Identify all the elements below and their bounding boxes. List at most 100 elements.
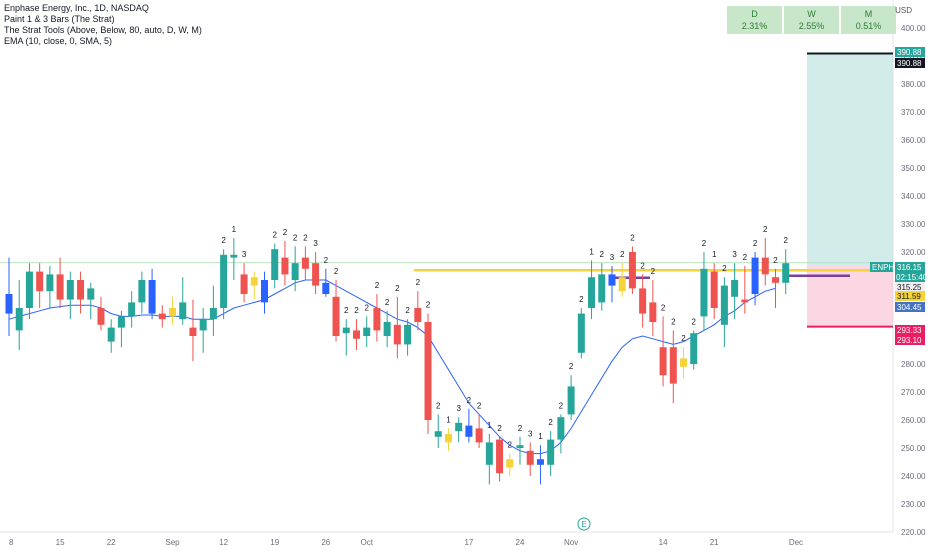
candle <box>720 277 728 348</box>
candle-body <box>107 327 115 342</box>
candle-body <box>475 428 483 443</box>
price-tag-bg <box>895 58 925 68</box>
candle-body <box>598 274 606 303</box>
candle-body <box>36 271 44 292</box>
candle <box>107 319 115 353</box>
candle-body <box>25 271 33 308</box>
x-tick-label: Nov <box>564 538 578 547</box>
price-tag-bg <box>895 282 925 292</box>
y-tick-label: 230.00 <box>901 500 926 509</box>
strat-label: 2 <box>630 233 635 242</box>
candle-body <box>179 302 187 320</box>
strat-label: 2 <box>354 306 359 315</box>
candle <box>731 263 739 320</box>
price-tag-text: 304.45 <box>897 303 922 312</box>
price-tag-bg <box>895 262 925 272</box>
candle-body <box>669 347 677 384</box>
strat-label: 2 <box>518 424 523 433</box>
candle <box>598 263 606 311</box>
price-tag-text: 311.59 <box>897 292 921 301</box>
strat-label: 1 <box>538 432 543 441</box>
candle-body <box>659 347 667 376</box>
candle <box>690 330 698 370</box>
candle-body <box>465 425 473 437</box>
candle-body <box>608 274 616 286</box>
candle-body <box>393 324 401 345</box>
candle <box>271 243 279 289</box>
candle-body <box>690 333 698 364</box>
strat-label: 2 <box>692 317 697 326</box>
candle-body <box>66 280 74 300</box>
candle <box>496 436 504 482</box>
legend-indicator-3[interactable]: EMA (10, close, 0, SMA, 5) <box>4 36 113 46</box>
candle-body <box>77 280 85 300</box>
candle <box>97 296 105 331</box>
candle <box>36 263 44 308</box>
candle <box>455 417 463 443</box>
strat-label: 2 <box>395 284 400 293</box>
candle-body <box>199 319 207 331</box>
candle-body <box>547 439 555 465</box>
earnings-icon-circle <box>577 517 591 531</box>
strat-label: 2 <box>681 334 686 343</box>
candle-body <box>342 327 350 334</box>
strat-label: 2 <box>651 267 656 276</box>
candle-body <box>56 274 64 300</box>
candle-body <box>158 313 166 320</box>
candle <box>649 280 657 336</box>
candle-body <box>444 434 452 443</box>
candle <box>506 453 514 476</box>
strat-label: 2 <box>344 306 349 315</box>
candle-body <box>373 308 381 331</box>
legend-indicator-1[interactable]: Paint 1 & 3 Bars (The Strat) <box>4 14 115 24</box>
candle <box>15 280 23 350</box>
mtf-value-d: 2.31% <box>741 21 768 31</box>
profit-zone <box>807 53 893 266</box>
candle <box>373 294 381 342</box>
y-tick-label: 400.00 <box>901 24 926 33</box>
strat-label: 2 <box>620 250 625 259</box>
strat-label: 2 <box>272 231 277 240</box>
candle <box>700 252 708 331</box>
strat-label: 3 <box>242 250 247 259</box>
candle <box>209 285 217 336</box>
candle <box>639 274 647 328</box>
strat-label: 2 <box>559 401 564 410</box>
strat-label: 2 <box>753 239 758 248</box>
strat-label: 3 <box>456 404 461 413</box>
strat-label: 1 <box>487 421 492 430</box>
candle-body <box>485 442 493 465</box>
candle <box>404 319 412 356</box>
candle-body <box>526 450 534 465</box>
candle-body <box>117 316 125 328</box>
earnings-icon: E <box>577 517 591 531</box>
strat-label: 2 <box>661 303 666 312</box>
candle <box>342 319 350 356</box>
strat-label: 2 <box>436 401 441 410</box>
strat-label: 1 <box>446 415 451 424</box>
candle <box>659 316 667 387</box>
legend-indicator-2[interactable]: The Strat Tools (Above, Below, 80, auto,… <box>4 25 202 35</box>
strat-label: 2 <box>334 267 339 276</box>
candle-body <box>496 439 504 474</box>
price-tag-text: 293.33 <box>897 326 922 335</box>
candle <box>680 347 688 378</box>
strat-label: 1 <box>589 247 594 256</box>
countdown-bg <box>895 272 925 282</box>
y-tick-label: 350.00 <box>901 164 926 173</box>
price-tag: 390.88 <box>895 47 925 57</box>
candle <box>322 268 330 297</box>
candle <box>87 282 95 320</box>
candle <box>261 271 268 314</box>
candle <box>301 246 309 280</box>
price-tag: 304.45 <box>895 302 925 312</box>
candle <box>148 268 156 320</box>
candle-body <box>720 285 728 325</box>
mtf-cell-m: M 0.51% <box>841 6 896 34</box>
candle-body <box>271 249 279 280</box>
strat-label: 2 <box>773 256 778 265</box>
candle <box>669 330 677 404</box>
strat-label: 2 <box>497 424 502 433</box>
y-tick-label: 370.00 <box>901 108 926 117</box>
